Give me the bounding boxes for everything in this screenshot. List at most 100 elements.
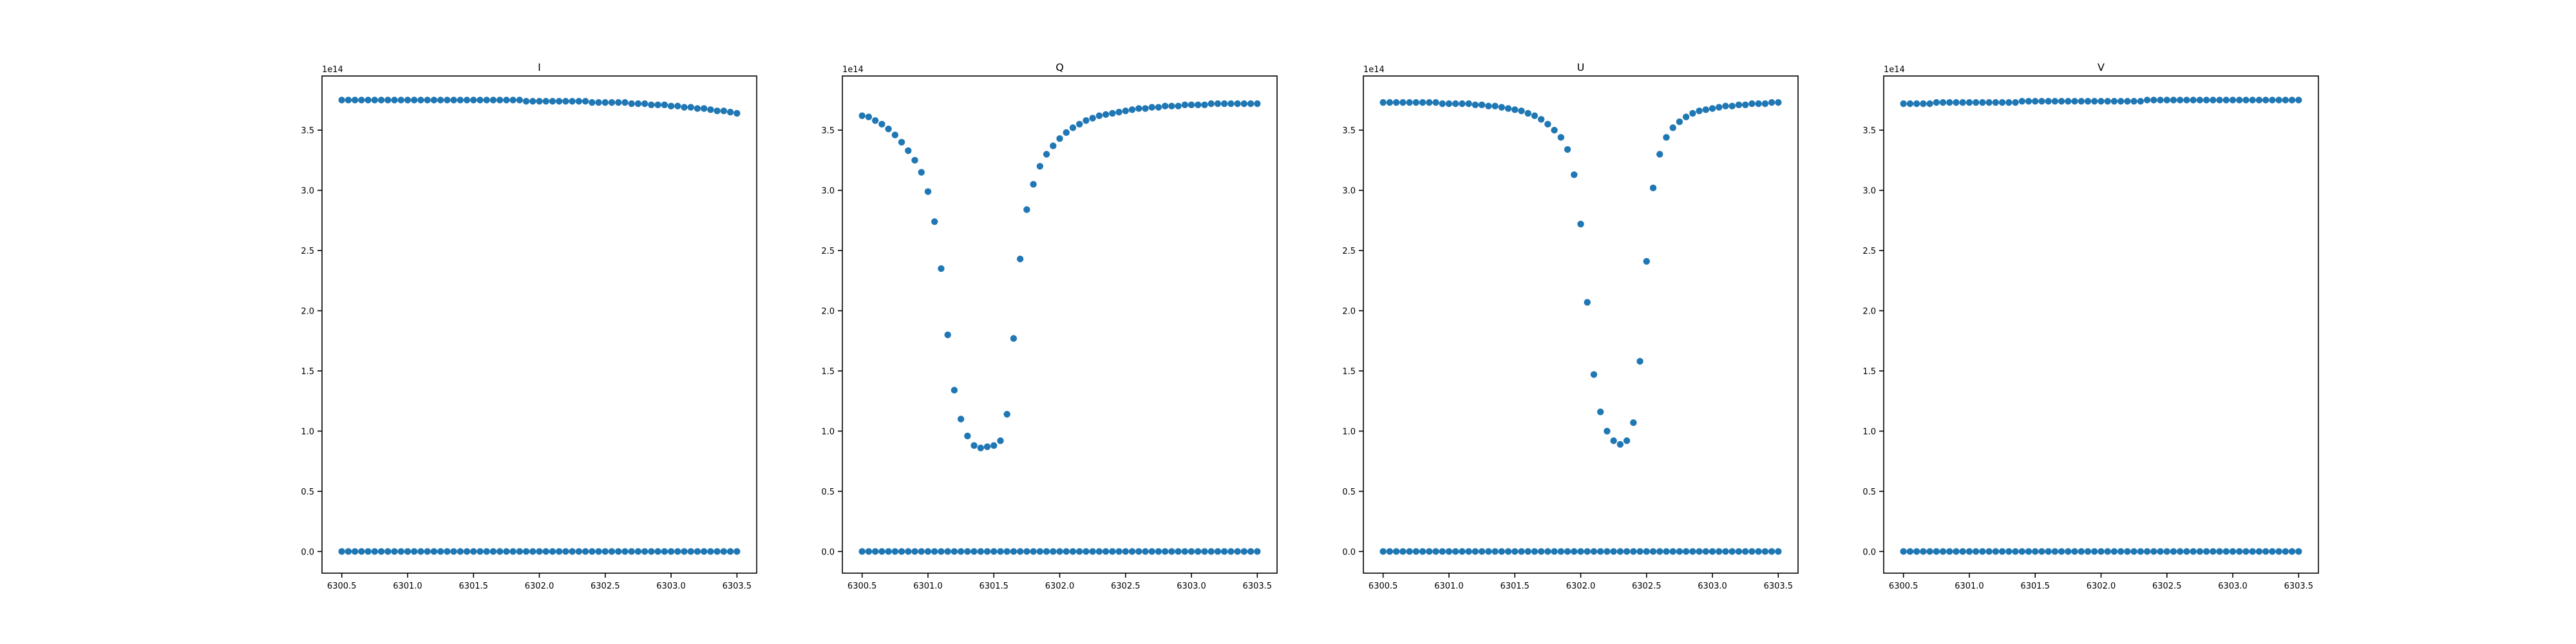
data-point (2110, 98, 2118, 105)
data-point (654, 548, 661, 555)
data-point (1537, 116, 1545, 123)
data-point (1577, 220, 1584, 228)
data-point (2288, 97, 2296, 104)
data-point (1571, 171, 1578, 178)
data-point (1056, 548, 1063, 555)
data-point (891, 131, 899, 138)
data-point (871, 117, 879, 124)
data-point (1069, 124, 1077, 131)
data-point (404, 548, 412, 555)
data-point (1564, 146, 1571, 153)
data-point (2150, 548, 2157, 555)
data-point (555, 98, 563, 105)
data-point (2018, 548, 2025, 555)
x-tick-label: 6303.5 (1764, 582, 1794, 591)
data-point (522, 548, 530, 555)
data-point (1128, 106, 1136, 113)
data-point (2065, 98, 2072, 105)
data-point (681, 548, 688, 555)
y-tick-label: 2.5 (1342, 247, 1356, 256)
data-point (1485, 102, 1492, 109)
data-point (1379, 548, 1387, 555)
data-point (2045, 98, 2052, 105)
data-point (918, 169, 925, 176)
data-point (641, 100, 649, 108)
data-point (905, 147, 912, 155)
data-point (384, 97, 392, 104)
data-point (1459, 100, 1466, 108)
data-point (2098, 548, 2105, 555)
data-point (1775, 548, 1782, 555)
data-point (661, 548, 668, 555)
data-point (1175, 548, 1182, 555)
y-tick-label: 0.5 (301, 488, 314, 497)
data-point (2210, 97, 2217, 104)
data-point (608, 99, 616, 106)
y-tick-label: 1.5 (1342, 367, 1356, 377)
x-tick-label: 6303.0 (1177, 582, 1206, 591)
data-point (628, 100, 635, 108)
x-tick-label: 6302.5 (2152, 582, 2182, 591)
data-point (1564, 548, 1571, 555)
data-point (1010, 548, 1018, 555)
data-point (1689, 109, 1696, 117)
data-point (1669, 124, 1676, 131)
data-point (641, 548, 649, 555)
data-point (1939, 548, 1947, 555)
x-tick-label: 6303.0 (656, 582, 686, 591)
data-point (1095, 112, 1103, 119)
x-tick-label: 6302.5 (1632, 582, 1662, 591)
data-point (938, 548, 945, 555)
data-point (2130, 548, 2137, 555)
data-point (2288, 548, 2296, 555)
data-point (1083, 548, 1090, 555)
y-tick-label: 0.0 (1342, 547, 1356, 557)
data-point (1208, 100, 1215, 108)
data-point (589, 548, 596, 555)
data-point (489, 97, 497, 104)
data-point (983, 548, 991, 555)
data-point (1768, 99, 1776, 106)
data-point (944, 548, 951, 555)
data-point (1254, 548, 1261, 555)
data-point (2071, 98, 2078, 105)
data-point (1254, 100, 1261, 108)
data-point (2196, 97, 2204, 104)
data-point (2282, 97, 2289, 104)
data-point (1649, 184, 1657, 192)
data-point (2275, 97, 2282, 104)
panel-title: U (1577, 61, 1585, 73)
data-point (509, 97, 516, 104)
data-point (2124, 98, 2131, 105)
data-point (2163, 548, 2170, 555)
data-point (2236, 97, 2243, 104)
panel-u: U 1e14 6300.5 6301.0 6301.5 6302.0 6302.5 6303.… (1342, 61, 1799, 591)
data-point (687, 104, 694, 111)
data-point (1557, 548, 1565, 555)
y-tick-label: 1.0 (301, 427, 314, 437)
x-tick-label: 6303.0 (2218, 582, 2248, 591)
data-point (1392, 99, 1400, 106)
data-point (931, 218, 938, 225)
data-point (1972, 548, 1980, 555)
data-point (1043, 151, 1050, 158)
data-point (1109, 109, 1116, 117)
data-point (1122, 548, 1129, 555)
data-point (1003, 411, 1010, 418)
data-point (1518, 108, 1525, 115)
data-point (549, 548, 556, 555)
data-point (2110, 548, 2118, 555)
data-point (714, 108, 721, 115)
data-point (1095, 548, 1103, 555)
data-point (2130, 98, 2137, 105)
data-point (1741, 548, 1749, 555)
y-tick-label: 2.0 (1342, 307, 1356, 317)
data-point (1590, 371, 1598, 378)
data-point (1083, 117, 1090, 124)
data-point (2150, 97, 2157, 104)
data-point (1524, 548, 1531, 555)
data-point (391, 548, 398, 555)
data-point (1656, 548, 1663, 555)
data-point (1439, 548, 1446, 555)
